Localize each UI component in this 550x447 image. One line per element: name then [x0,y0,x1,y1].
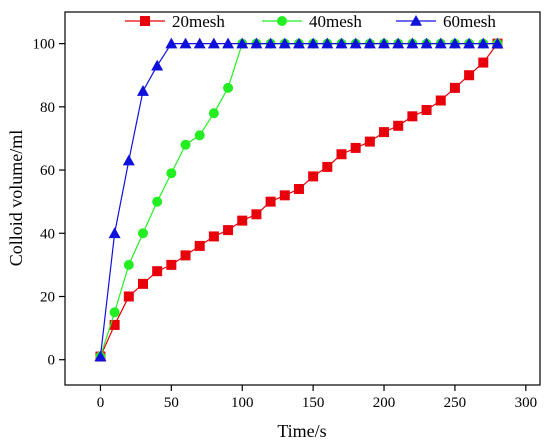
legend-marker [140,16,150,26]
data-point [392,37,405,49]
y-tick-label: 100 [33,37,56,53]
data-point [349,37,362,49]
data-point [308,171,319,182]
x-tick-label: 250 [444,395,467,411]
data-point [136,85,149,96]
data-point [448,37,461,49]
data-point [264,37,277,49]
x-tick-label: 50 [164,395,179,411]
plot-frame [64,11,541,386]
legend: 20mesh 40mesh 60mesh [125,12,496,31]
data-point [350,142,361,153]
y-axis-title: Colloid volume/ml [6,130,26,267]
legend-marker [410,15,422,26]
data-point [491,37,504,49]
data-point [137,228,148,239]
data-point [193,37,206,49]
data-point [165,37,178,49]
data-point [279,190,290,201]
data-point [223,82,234,93]
x-tick-label: 300 [515,395,538,411]
data-point [123,291,134,302]
data-point [265,196,276,207]
data-point [435,95,446,106]
data-point [393,120,404,131]
y-tick-label: 60 [40,163,55,179]
data-point [363,37,376,49]
data-point [322,161,333,172]
data-point [336,149,347,160]
data-point [122,154,135,166]
y-tick-label: 20 [40,289,55,305]
data-point [194,130,205,141]
data-point [208,231,219,242]
x-tick-label: 100 [231,395,254,411]
data-point [378,37,391,49]
data-point [151,59,164,71]
data-point [292,37,305,49]
data-point [94,350,107,362]
data-point [464,70,475,81]
data-point [236,37,249,49]
axis-ticks: 0 50 100 150 200 250 300 0 20 40 60 80 100 [33,37,538,411]
data-point [278,37,291,49]
x-tick-label: 150 [302,395,325,411]
series-40mesh [95,38,503,362]
data-point [463,37,476,49]
data-point [449,82,460,93]
data-point [109,319,120,330]
data-point [364,136,375,147]
legend-label: 20mesh [172,12,225,31]
data-point [379,127,390,138]
data-point [307,37,320,49]
data-point [478,57,489,68]
data-point [222,37,235,49]
data-point [237,215,248,226]
data-point [166,259,177,270]
data-point [180,250,191,261]
series-60mesh [94,37,504,362]
x-tick-label: 200 [373,395,396,411]
data-point [321,37,334,49]
y-tick-label: 40 [40,226,55,242]
data-point [293,184,304,195]
data-point [152,266,163,277]
data-point [406,37,419,49]
y-tick-label: 80 [40,100,55,116]
data-point [179,37,192,49]
data-point [335,37,348,49]
series-layer [94,37,504,362]
data-point [108,227,121,239]
legend-item: 40mesh [262,12,362,31]
x-tick-label: 0 [97,395,105,411]
data-point [223,225,234,236]
data-point [123,259,134,270]
data-point [166,168,177,179]
data-point [109,307,120,318]
data-point [250,37,263,49]
data-point [208,108,219,119]
legend-label: 40mesh [309,12,362,31]
data-point [152,196,163,207]
legend-item: 60mesh [396,12,496,31]
legend-marker [277,16,287,26]
y-tick-label: 0 [48,353,56,369]
data-point [137,278,148,289]
data-point [207,37,220,49]
data-point [251,209,262,220]
data-point [434,37,447,49]
data-point [194,240,205,251]
data-point [477,37,490,49]
data-point [420,37,433,49]
legend-label: 60mesh [443,12,496,31]
data-point [180,139,191,150]
legend-item: 20mesh [125,12,225,31]
x-axis-title: Time/s [277,421,326,441]
data-point [421,104,432,115]
data-point [407,111,418,122]
series-20mesh [95,38,503,362]
